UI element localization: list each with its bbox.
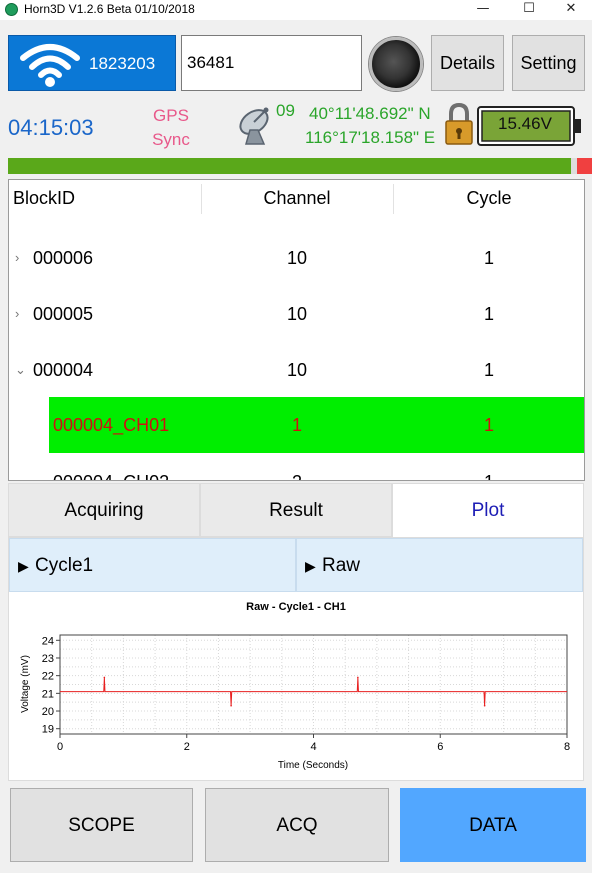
y-tick-label: 21: [42, 688, 54, 700]
row-cycle: 1: [483, 415, 494, 435]
spike-point: [483, 704, 486, 707]
x-tick-label: 0: [57, 741, 63, 753]
chart-grid: [59, 635, 568, 734]
header-divider: [201, 184, 202, 214]
latitude: 40°11'48.692" N: [309, 104, 431, 123]
table-row[interactable]: 000004_CH02 2 1: [9, 454, 584, 480]
gps-label: GPS: [153, 106, 189, 125]
details-button[interactable]: Details: [431, 35, 504, 91]
table-row-selected[interactable]: 000004_CH01 1 1: [49, 397, 584, 453]
row-channel: 10: [286, 248, 308, 268]
spike-point: [103, 676, 106, 679]
row-cycle: 1: [483, 304, 494, 324]
row-cycle: 1: [483, 248, 494, 268]
y-tick-label: 22: [42, 671, 54, 683]
sync-label: Sync: [152, 130, 190, 149]
cycle-dropdown-value: Cycle1: [35, 555, 94, 576]
mode-dropdown-value: Raw: [322, 555, 361, 576]
battery-icon: [477, 106, 581, 146]
row-block-id: 000006: [33, 248, 94, 268]
setting-button[interactable]: Setting: [512, 35, 585, 91]
satellite-dish-icon: [239, 107, 269, 145]
row-channel: 1: [291, 415, 302, 435]
x-tick-label: 6: [437, 741, 443, 753]
expand-triangle-icon: ▶: [18, 558, 29, 574]
row-channel: 10: [286, 304, 308, 324]
series-line: [60, 677, 567, 706]
row-channel-id: 000004_CH01: [53, 415, 170, 435]
chevron-right-icon[interactable]: ›: [15, 250, 20, 265]
mode-dropdown[interactable]: ▶ Raw: [296, 538, 583, 592]
chevron-right-icon[interactable]: ›: [15, 306, 20, 321]
clock: 04:15:03: [8, 115, 94, 140]
x-axis-label: Time (Seconds): [278, 760, 348, 771]
close-icon[interactable]: ✕: [565, 1, 577, 16]
row-channel: 2: [265, 454, 329, 480]
table-row[interactable]: ⌄ 000004 10 1: [9, 342, 584, 398]
row-channel-id: 000004_CH02: [53, 454, 169, 480]
chart-title: Raw - Cycle1 - CH1: [246, 601, 346, 613]
row-cycle: 1: [457, 454, 521, 480]
maximize-icon[interactable]: ☐: [523, 1, 535, 16]
y-axis: 19 20 21 22 23 24: [42, 635, 60, 736]
gps-sync-label: GPS Sync: [148, 104, 194, 152]
lock-icon[interactable]: [444, 102, 474, 146]
x-tick-label: 2: [184, 741, 190, 753]
spike-point: [357, 676, 359, 679]
title-bar: Horn3D V1.2.6 Beta 01/10/2018 — ☐ ✕: [0, 0, 592, 20]
y-tick-label: 23: [42, 653, 54, 665]
chevron-down-icon[interactable]: ⌄: [15, 362, 26, 377]
y-tick-label: 19: [42, 724, 54, 736]
row-block-id: 000004: [33, 360, 94, 380]
code-input[interactable]: 36481: [181, 35, 362, 91]
y-tick-label: 24: [42, 635, 54, 647]
header-divider: [393, 184, 394, 214]
acq-button[interactable]: ACQ: [205, 788, 389, 862]
x-tick-label: 4: [310, 741, 316, 753]
progress-end-marker: [577, 158, 592, 174]
device-id: 1823203: [89, 54, 156, 73]
row-block-id: 000005: [33, 304, 94, 324]
progress-fill: [8, 158, 571, 174]
y-tick-label: 20: [42, 706, 54, 718]
y-axis-label: Voltage (mV): [20, 655, 31, 713]
block-table[interactable]: BlockID Channel Cycle › 000006 10 1 › 00…: [8, 179, 585, 481]
satellite-count: 09: [276, 101, 295, 120]
tab-result[interactable]: Result: [200, 483, 392, 537]
longitude: 116°17'18.158" E: [305, 128, 436, 147]
row-channel: 10: [286, 360, 308, 380]
header-channel[interactable]: Channel: [263, 188, 331, 208]
scope-button[interactable]: SCOPE: [10, 788, 193, 862]
header-blockid[interactable]: BlockID: [13, 188, 76, 208]
spike-point: [230, 704, 232, 707]
wifi-status-panel[interactable]: 1823203: [8, 35, 176, 91]
header-cycle[interactable]: Cycle: [466, 188, 512, 208]
row-cycle: 1: [483, 360, 494, 380]
expand-triangle-icon: ▶: [305, 558, 316, 574]
battery-voltage: 15.46V: [498, 114, 552, 133]
data-button[interactable]: DATA: [400, 788, 586, 862]
x-tick-label: 8: [564, 741, 570, 753]
progress-bar: [8, 158, 592, 174]
wifi-icon: [20, 44, 80, 87]
table-row[interactable]: › 000006 10 1: [9, 230, 584, 286]
status-indicator: [369, 37, 423, 91]
tab-plot[interactable]: Plot: [392, 483, 584, 537]
app-icon: [5, 3, 18, 16]
table-row[interactable]: › 000005 10 1: [9, 286, 584, 342]
tab-acquiring[interactable]: Acquiring: [8, 483, 200, 537]
minimize-icon[interactable]: —: [476, 1, 490, 16]
series-raw: [60, 676, 567, 707]
window-title: Horn3D V1.2.6 Beta 01/10/2018: [24, 2, 195, 16]
x-axis: 0 2 4 6 8: [57, 734, 570, 753]
cycle-dropdown[interactable]: ▶ Cycle1: [9, 538, 296, 592]
